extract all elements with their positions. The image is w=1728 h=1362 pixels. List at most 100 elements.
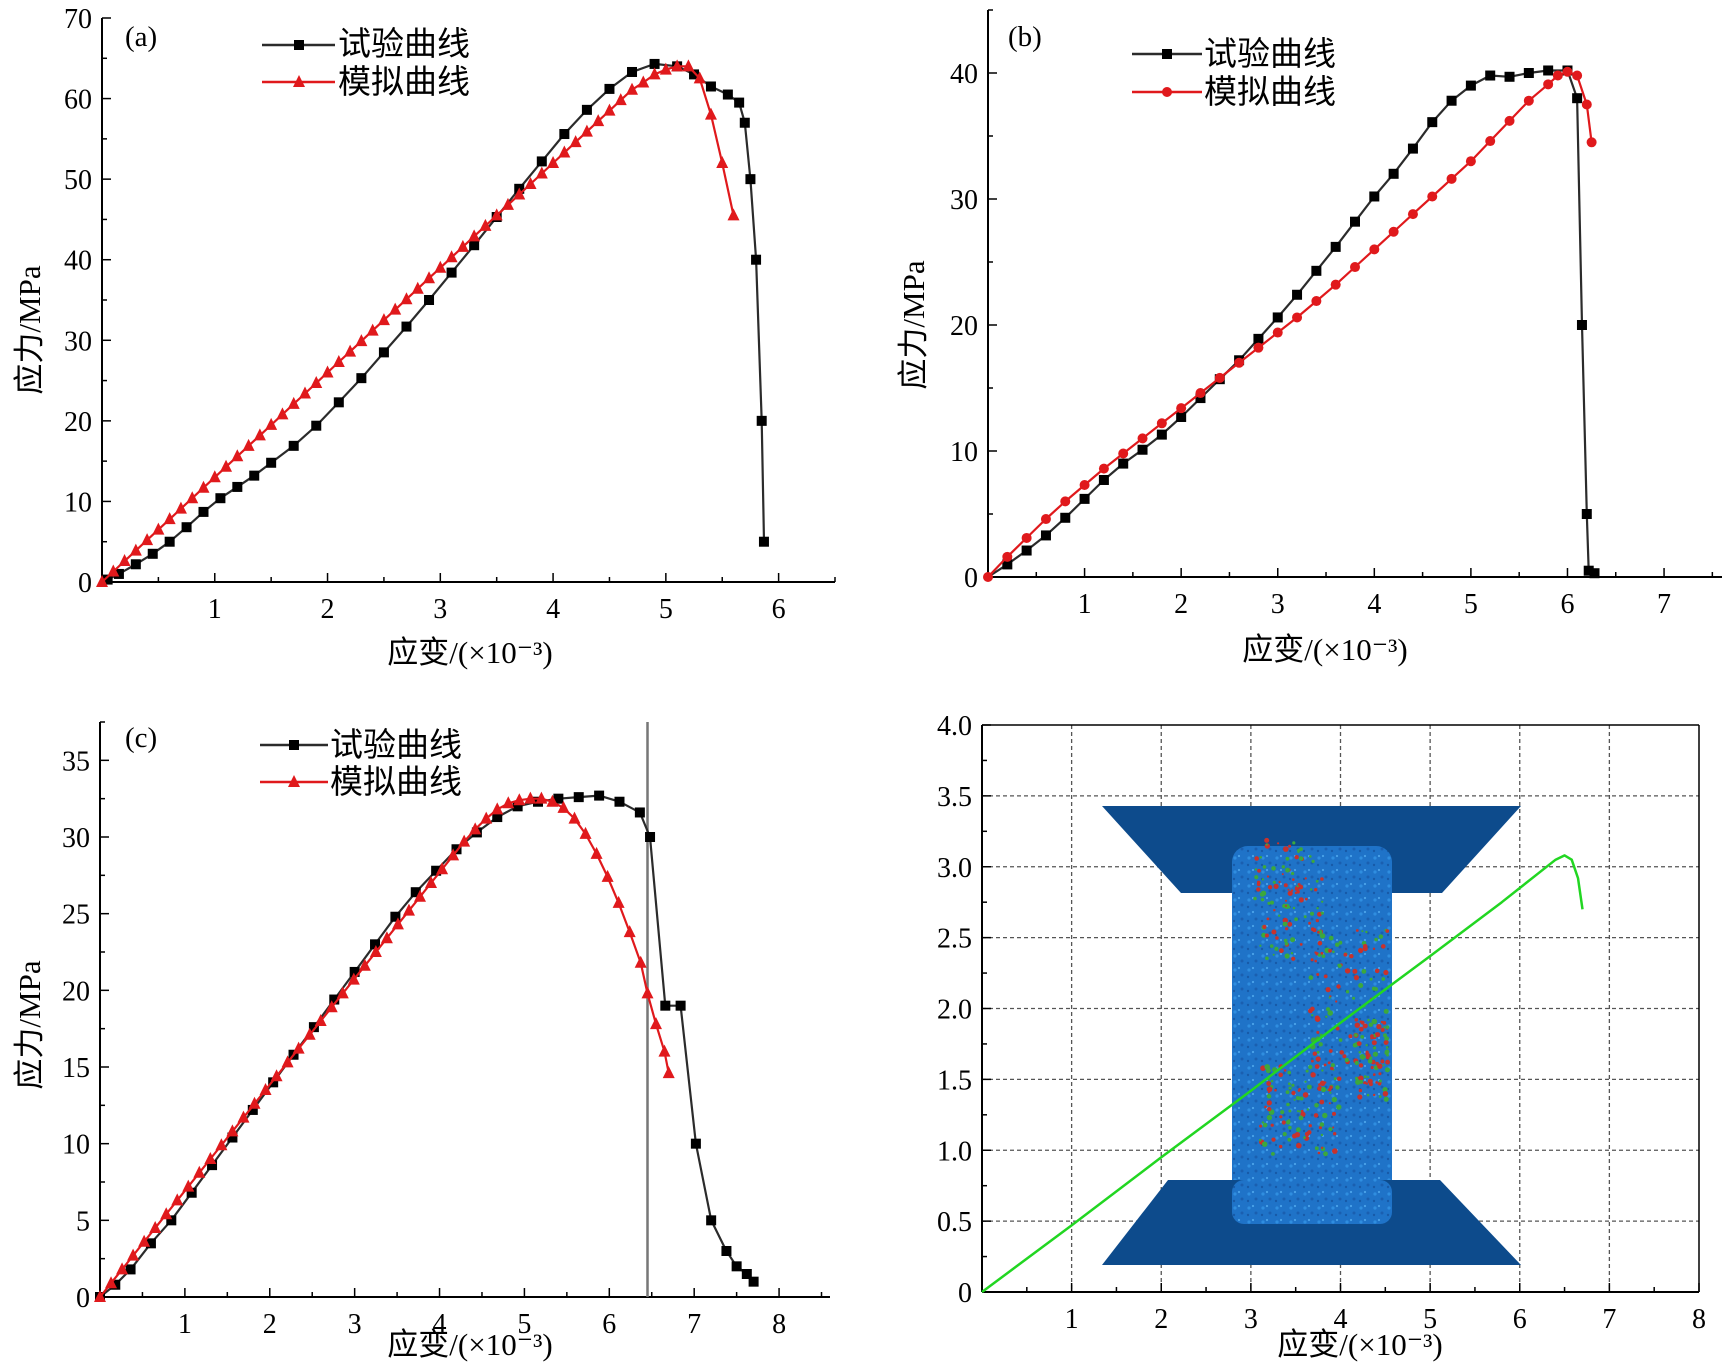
crack-dot xyxy=(1370,1034,1374,1038)
data-point-circle xyxy=(1465,156,1476,167)
crack-dot xyxy=(1311,1059,1314,1063)
crack-dot xyxy=(1354,1022,1361,1028)
data-point-circle xyxy=(1586,137,1597,148)
data-point-triangle xyxy=(220,459,233,472)
data-point-triangle xyxy=(193,1165,206,1178)
data-point-triangle xyxy=(186,491,199,504)
data-point-triangle xyxy=(468,229,481,242)
crack-dot xyxy=(1352,968,1358,974)
data-point-square xyxy=(378,347,389,358)
y-tick-label: 15 xyxy=(62,1053,90,1084)
data-point-triangle xyxy=(436,862,449,875)
data-point-circle xyxy=(1330,279,1341,290)
data-point-triangle xyxy=(366,323,379,336)
crack-dot xyxy=(1288,1109,1292,1113)
crack-dot xyxy=(1284,941,1289,946)
data-point-circle xyxy=(983,572,993,582)
crack-dot xyxy=(1291,1083,1295,1087)
crack-dot xyxy=(1360,1020,1365,1025)
crack-dot xyxy=(1310,888,1313,891)
crack-dot xyxy=(1277,842,1280,845)
ylabel-c: 应力/MPa xyxy=(12,960,47,1089)
data-point-triangle xyxy=(558,145,571,158)
crack-dot xyxy=(1257,868,1261,873)
crack-dot xyxy=(1328,948,1332,953)
crack-dot xyxy=(1296,1110,1300,1113)
crack-dot xyxy=(1385,1025,1390,1029)
y-tick-label: 10 xyxy=(62,1130,90,1161)
data-point-triangle xyxy=(355,334,368,347)
crack-dot xyxy=(1288,1086,1292,1090)
x-tick-label: 5 xyxy=(1423,1304,1437,1335)
crack-dot xyxy=(1337,963,1342,969)
data-point-triangle xyxy=(623,925,636,938)
data-point-triangle xyxy=(197,480,210,493)
data-point-triangle xyxy=(458,834,471,847)
crack-dot xyxy=(1254,875,1259,880)
legend-c-test-text: 试验曲线 xyxy=(330,727,462,764)
data-point-triangle xyxy=(513,793,526,806)
crack-dot xyxy=(1316,1030,1320,1034)
data-point-triangle xyxy=(160,1207,173,1220)
plot-area-b xyxy=(983,65,1600,582)
data-point-square xyxy=(660,1000,671,1011)
crack-dot xyxy=(1288,1082,1291,1086)
crack-dot xyxy=(1338,940,1343,945)
data-point-square xyxy=(164,536,175,547)
data-point-triangle xyxy=(479,218,492,231)
x-tick-label: 7 xyxy=(1657,589,1671,620)
crack-dot xyxy=(1375,1081,1378,1084)
data-point-square xyxy=(1118,458,1129,469)
crack-dot xyxy=(1310,1072,1316,1078)
data-point-triangle xyxy=(411,281,424,294)
crack-dot xyxy=(1258,1138,1262,1142)
crack-dot xyxy=(1292,841,1296,845)
crack-dot xyxy=(1262,1122,1268,1128)
data-point-triangle xyxy=(634,955,647,968)
x-tick-label: 8 xyxy=(772,1309,786,1340)
data-point-triangle xyxy=(276,407,289,420)
data-point-triangle xyxy=(152,522,165,535)
crack-dot xyxy=(1353,975,1359,981)
crack-dot xyxy=(1274,946,1279,952)
crack-dot xyxy=(1308,1064,1313,1070)
data-point-square xyxy=(1388,168,1399,179)
legend-b-sim-marker xyxy=(1162,87,1172,97)
crack-dot xyxy=(1330,1066,1334,1071)
data-point-triangle xyxy=(344,344,357,357)
y-tick-label: 30 xyxy=(950,185,978,216)
data-point-square xyxy=(731,1261,742,1272)
data-point-triangle xyxy=(321,365,334,378)
crack-dot xyxy=(1383,1026,1386,1029)
crack-dot xyxy=(1317,930,1320,934)
data-point-triangle xyxy=(637,75,650,88)
crack-dot xyxy=(1282,917,1289,924)
crack-dot xyxy=(1329,1091,1332,1094)
crack-dot xyxy=(1280,1110,1285,1115)
crack-dot xyxy=(1299,943,1303,946)
crack-dot xyxy=(1367,1075,1370,1078)
crack-dot xyxy=(1367,1018,1370,1022)
y-tick-label: 0 xyxy=(964,563,978,594)
data-point-triangle xyxy=(648,67,661,80)
data-point-square xyxy=(181,522,192,533)
crack-dot xyxy=(1279,1115,1283,1119)
crack-dot xyxy=(1297,850,1300,854)
y-tick-label: 20 xyxy=(62,976,90,1007)
crack-dot xyxy=(1369,1082,1373,1087)
crack-dot xyxy=(1370,1065,1374,1070)
crack-dot xyxy=(1253,896,1257,901)
data-point-square xyxy=(130,559,141,570)
data-point-circle xyxy=(1388,226,1399,237)
crack-dot xyxy=(1336,1104,1342,1110)
crack-dot xyxy=(1286,1102,1290,1107)
crack-dot xyxy=(1292,1133,1297,1139)
data-point-triangle xyxy=(456,239,469,252)
panel-label-a: (a) xyxy=(125,21,157,53)
x-tick-label: 2 xyxy=(1154,1304,1168,1335)
data-point-square xyxy=(266,457,277,468)
data-point-triangle xyxy=(94,1290,106,1302)
crack-dot xyxy=(1374,937,1378,942)
crack-dot xyxy=(1304,1080,1307,1083)
